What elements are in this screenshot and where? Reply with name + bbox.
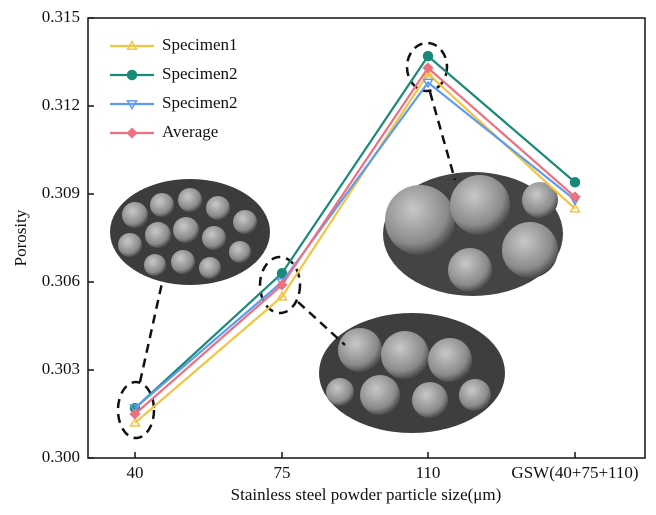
marker (569, 202, 581, 213)
legend-label: Specimen2 (162, 93, 238, 112)
legend-label: Specimen2 (162, 64, 238, 83)
x-tick-label: 75 (274, 463, 291, 482)
marker (126, 100, 138, 110)
y-tick-label: 0.303 (42, 359, 80, 378)
sem-image (319, 313, 505, 433)
y-tick-label: 0.300 (42, 447, 80, 466)
sem-image (110, 179, 270, 285)
y-tick-label: 0.306 (42, 271, 80, 290)
marker (569, 191, 581, 203)
series-line (134, 66, 576, 415)
marker (126, 69, 138, 81)
marker (276, 290, 288, 301)
marker (129, 404, 141, 415)
y-tick-label: 0.309 (42, 183, 80, 202)
y-tick-label: 0.315 (42, 7, 80, 26)
marker (422, 78, 434, 89)
callout (116, 41, 457, 440)
x-axis-label: Stainless steel powder particle size(μm) (231, 485, 502, 504)
legend-label: Specimen1 (162, 35, 238, 54)
marker (126, 127, 138, 139)
plot-frame (87, 17, 646, 459)
sem-image (383, 172, 563, 296)
series-line (134, 80, 576, 409)
marker (276, 267, 288, 279)
x-tick-label: GSW(40+75+110) (511, 463, 638, 482)
series-line (134, 54, 576, 409)
x-tick-label: 40 (127, 463, 144, 482)
marker (422, 62, 434, 74)
y-tick-label: 0.312 (42, 95, 80, 114)
marker (129, 408, 141, 420)
x-tick-label: 110 (416, 463, 441, 482)
marker (276, 279, 288, 291)
marker (129, 416, 141, 427)
legend-label: Average (162, 122, 218, 141)
marker (126, 40, 138, 50)
y-axis-label: Porosity (11, 209, 30, 266)
marker (569, 177, 581, 188)
marker (422, 50, 434, 62)
